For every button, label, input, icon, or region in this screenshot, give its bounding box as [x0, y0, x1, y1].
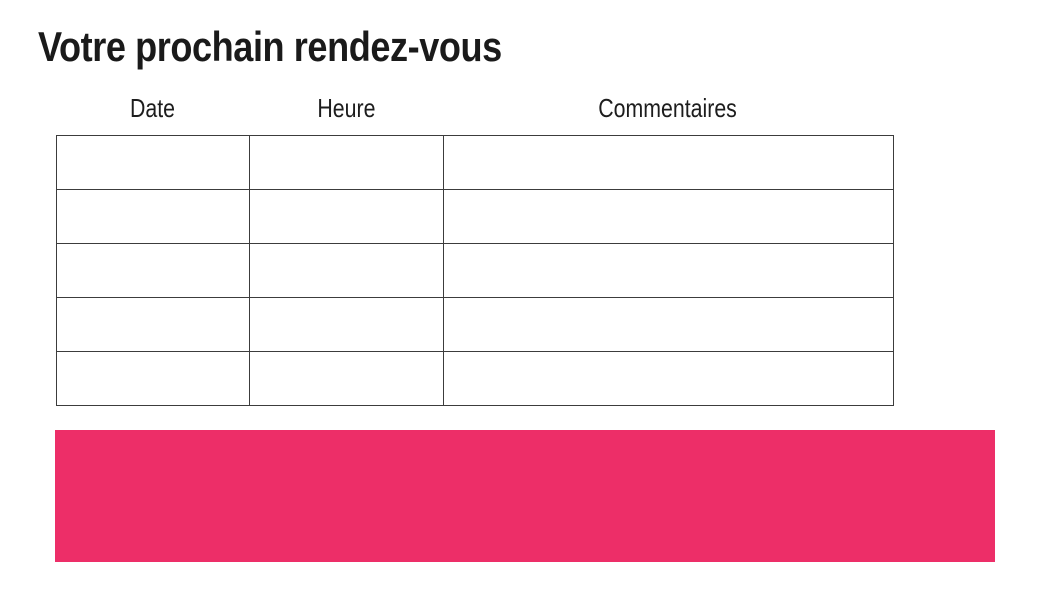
column-header-heure: Heure — [249, 90, 443, 126]
cell-commentaires — [443, 135, 894, 190]
column-header-commentaires: Commentaires — [443, 90, 893, 126]
cell-commentaires — [443, 189, 894, 244]
cell-commentaires — [443, 243, 894, 298]
appointment-table — [56, 135, 894, 406]
cell-heure — [249, 297, 444, 352]
page-title: Votre prochain rendez-vous — [38, 23, 502, 70]
table-row — [56, 135, 894, 190]
cell-heure — [249, 189, 444, 244]
table-row — [56, 351, 894, 406]
table-row — [56, 189, 894, 244]
highlight-band — [55, 430, 995, 562]
cell-date — [56, 189, 250, 244]
column-header-heure-label: Heure — [316, 93, 376, 123]
table-row — [56, 297, 894, 352]
column-header-date-label: Date — [129, 93, 176, 123]
table-header-row: Date Heure Commentaires — [56, 90, 893, 126]
cell-date — [56, 243, 250, 298]
cell-date — [56, 351, 250, 406]
cell-commentaires — [443, 351, 894, 406]
cell-commentaires — [443, 297, 894, 352]
table-row — [56, 243, 894, 298]
cell-date — [56, 135, 250, 190]
cell-date — [56, 297, 250, 352]
cell-heure — [249, 135, 444, 190]
column-header-commentaires-label: Commentaires — [598, 93, 738, 123]
cell-heure — [249, 351, 444, 406]
column-header-date: Date — [56, 90, 249, 126]
cell-heure — [249, 243, 444, 298]
